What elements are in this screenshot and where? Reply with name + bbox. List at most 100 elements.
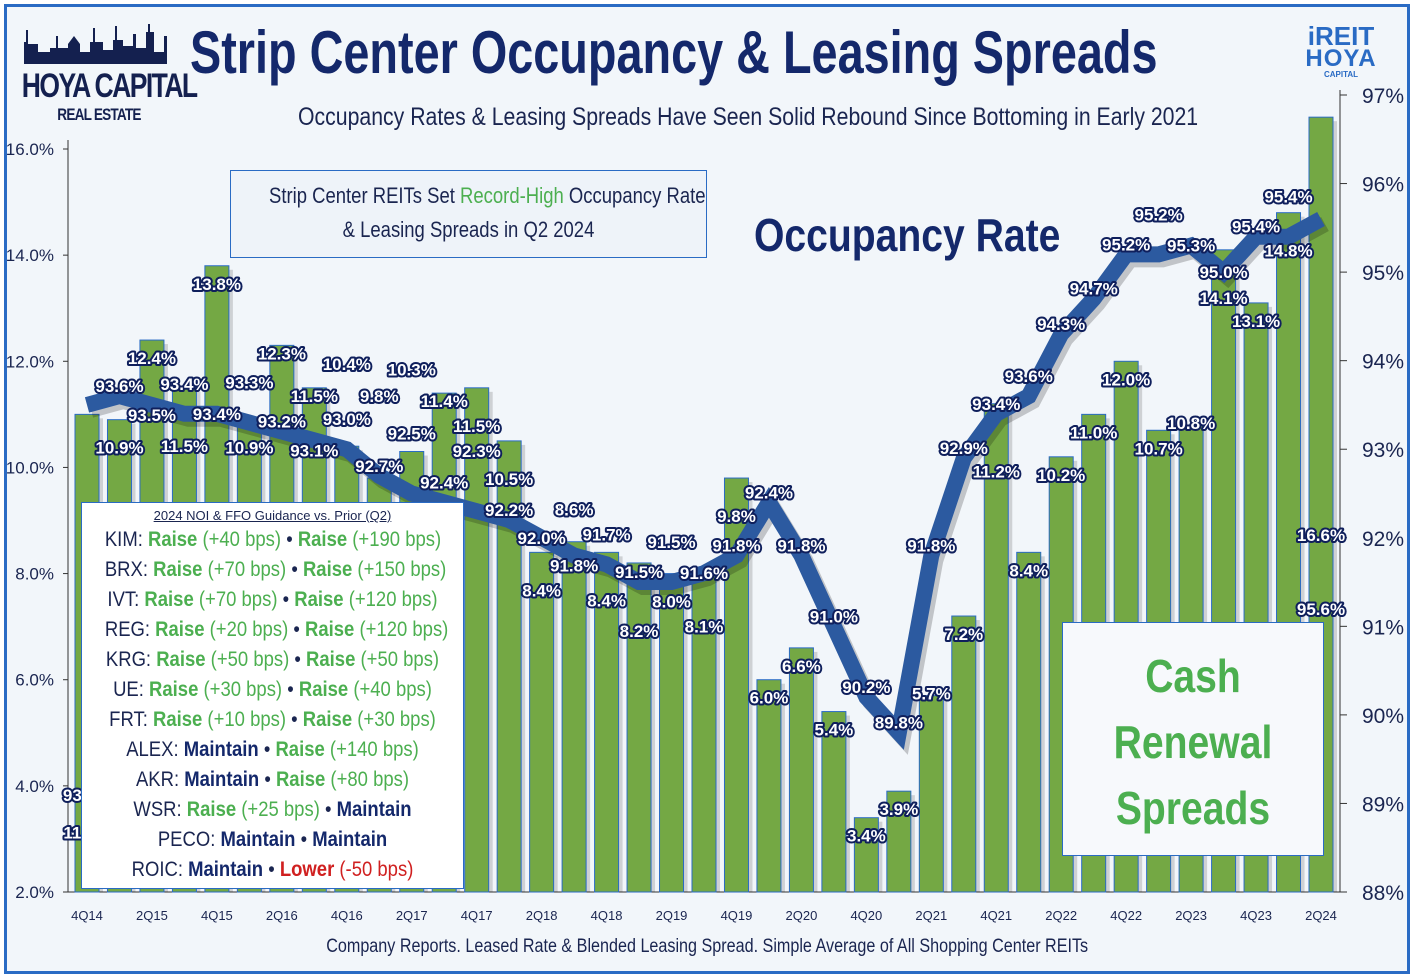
- spread-data-label: 7.2%: [944, 625, 983, 644]
- bullet-separator: •: [268, 858, 275, 881]
- occupancy-data-label: 92.0%: [518, 529, 566, 548]
- cash-renewal-spreads-label: Cash Renewal Spreads: [1062, 622, 1324, 856]
- spread-bar: [918, 695, 944, 893]
- bullet-separator: •: [291, 558, 298, 581]
- guidance-row: BRX: Raise (+70 bps) • Raise (+150 bps): [105, 555, 446, 585]
- x-tick-label: 2Q17: [396, 908, 428, 923]
- spread-data-label: 6.0%: [750, 689, 789, 708]
- spread-data-label: 11.4%: [421, 392, 468, 411]
- noi-status: Raise: [149, 678, 199, 701]
- spread-bar: [529, 551, 555, 893]
- ffo-delta: (-50 bps): [339, 858, 414, 881]
- occupancy-data-label: 93.4%: [193, 405, 241, 424]
- spread-data-label: 8.1%: [685, 617, 724, 636]
- noi-status: Raise: [155, 618, 205, 641]
- ffo-status: Raise: [306, 648, 356, 671]
- occupancy-data-label: 95.4%: [1232, 218, 1280, 237]
- spread-bar: [464, 387, 490, 893]
- spread-data-label: 10.4%: [323, 355, 371, 374]
- guidance-row: ROIC: Maintain • Lower (-50 bps): [105, 855, 440, 885]
- ticker: KRG:: [105, 648, 152, 671]
- chart-title: Strip Center Occupancy & Leasing Spreads: [190, 19, 1158, 86]
- spread-data-label: 10.9%: [95, 439, 143, 458]
- guidance-header: 2024 NOI & FFO Guidance vs. Prior (Q2): [153, 508, 392, 523]
- spread-data-label: 8.4%: [587, 591, 626, 610]
- x-tick-label: 2Q15: [136, 908, 168, 923]
- left-tick-label: 4.0%: [15, 777, 54, 796]
- spread-bar: [951, 615, 977, 893]
- spread-data-label: 8.2%: [620, 622, 659, 641]
- noi-status: Raise: [153, 558, 203, 581]
- occupancy-data-label: 92.2%: [485, 501, 533, 520]
- ticker: PECO:: [157, 828, 216, 851]
- noi-status: Maintain: [184, 768, 260, 791]
- spread-data-label: 5.4%: [815, 721, 854, 740]
- ffo-delta: (+120 bps): [348, 588, 438, 611]
- noi-status: Raise: [144, 588, 194, 611]
- occupancy-data-label: 94.3%: [1037, 315, 1085, 334]
- occupancy-data-label: 93.2%: [258, 413, 306, 432]
- noi-status: Raise: [156, 648, 206, 671]
- spread-data-label: 11.5%: [291, 387, 338, 406]
- bullet-separator: •: [286, 528, 293, 551]
- ireit-hoya-logo: iREIT HOYA CAPITAL: [1305, 21, 1377, 79]
- x-tick-label: 2Q18: [526, 908, 558, 923]
- ffo-delta: (+150 bps): [357, 558, 447, 581]
- spread-bar: [788, 647, 814, 893]
- ticker: KIM:: [104, 528, 143, 551]
- noi-delta: (+40 bps): [202, 528, 282, 551]
- left-tick-label: 10.0%: [6, 458, 54, 477]
- x-tick-label: 4Q15: [201, 908, 233, 923]
- ffo-status: Raise: [298, 678, 349, 701]
- occupancy-data-label: 94.7%: [1070, 280, 1118, 299]
- occupancy-data-label: 95.3%: [1167, 237, 1215, 256]
- spread-data-label: 10.8%: [1167, 414, 1215, 433]
- occupancy-data-label: 92.7%: [355, 457, 403, 476]
- spread-bar: [821, 711, 847, 893]
- guidance-table: 2024 NOI & FFO Guidance vs. Prior (Q2) K…: [81, 502, 464, 889]
- occupancy-line: [84, 211, 1325, 750]
- ffo-delta: (+50 bps): [360, 648, 440, 671]
- ffo-status: Raise: [297, 528, 348, 551]
- noi-status: Maintain: [188, 858, 264, 881]
- occupancy-data-label: 95.2%: [1135, 205, 1183, 224]
- right-tick-label: 93%: [1362, 439, 1404, 462]
- ffo-status: Raise: [275, 738, 325, 761]
- occupancy-data-label: 90.2%: [842, 678, 890, 697]
- noi-status: Raise: [147, 528, 198, 551]
- occupancy-data-label: 93.6%: [1005, 367, 1053, 386]
- guidance-row: PECO: Maintain • Maintain: [105, 825, 440, 855]
- noi-status: Raise: [186, 798, 237, 821]
- spread-data-label: 10.9%: [225, 439, 273, 458]
- x-tick-label: 2Q16: [266, 908, 298, 923]
- x-tick-label: 4Q22: [1110, 908, 1142, 923]
- spread-data-label: 5.7%: [912, 685, 951, 704]
- occupancy-data-label: 91.5%: [615, 563, 663, 582]
- bullet-separator: •: [287, 678, 294, 701]
- noi-delta: (+70 bps): [198, 588, 278, 611]
- ticker: WSR:: [133, 798, 182, 821]
- spread-bar: [594, 551, 620, 893]
- occupancy-data-label: 91.0%: [810, 607, 858, 626]
- ffo-status: Raise: [275, 768, 326, 791]
- spread-bar: [756, 679, 782, 893]
- occupancy-data-label: 93.4%: [160, 375, 208, 394]
- occupancy-data-label: 91.8%: [907, 536, 955, 555]
- right-tick-label: 95%: [1362, 262, 1404, 285]
- bullet-separator: •: [264, 768, 271, 791]
- x-tick-label: 2Q24: [1305, 908, 1337, 923]
- ffo-status: Maintain: [312, 828, 388, 851]
- spread-bar: [561, 541, 587, 893]
- spread-bar: [886, 790, 912, 893]
- occupancy-data-label: 92.4%: [420, 473, 468, 492]
- ffo-status: Maintain: [336, 798, 412, 821]
- chart-subtitle: Occupancy Rates & Leasing Spreads Have S…: [298, 103, 1199, 131]
- guidance-row: FRT: Raise (+10 bps) • Raise (+30 bps): [105, 705, 440, 735]
- occupancy-data-label: 95.0%: [1199, 263, 1247, 282]
- spread-data-label: 3.9%: [879, 800, 918, 819]
- ffo-delta: (+30 bps): [357, 708, 436, 731]
- spread-data-label: 10.2%: [1037, 466, 1085, 485]
- left-tick-label: 16.0%: [6, 140, 54, 159]
- bullet-separator: •: [294, 648, 301, 671]
- occupancy-data-label: 92.5%: [388, 425, 436, 444]
